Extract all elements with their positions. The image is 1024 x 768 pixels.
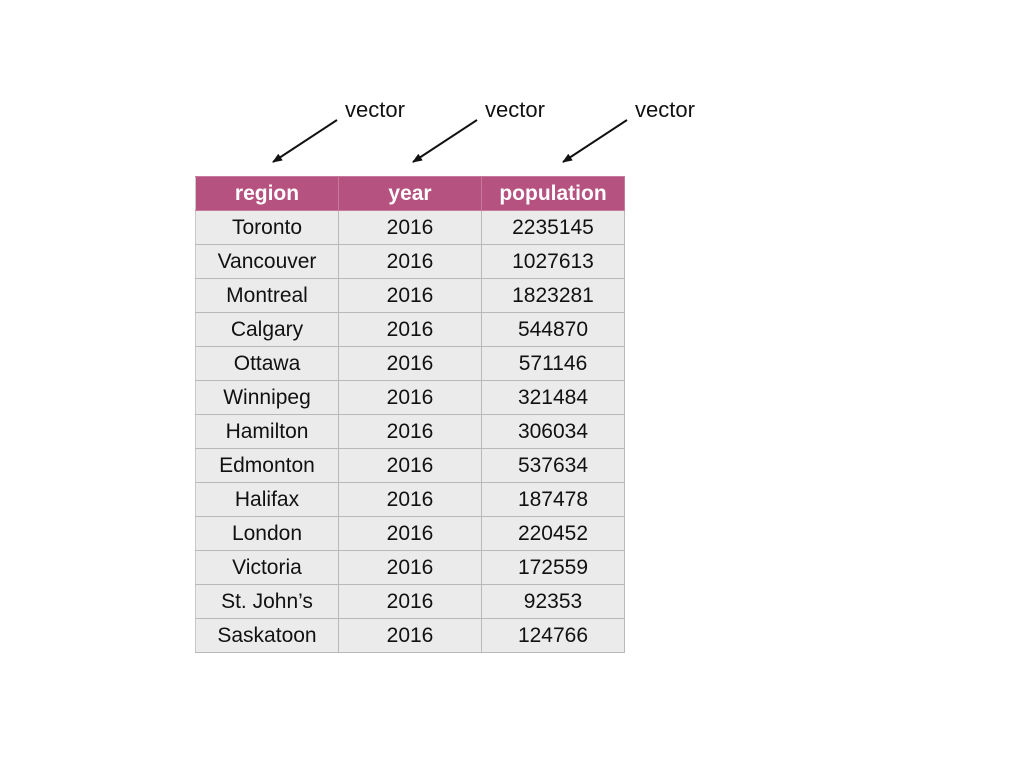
cell-region: Halifax	[195, 482, 339, 517]
cell-year: 2016	[338, 482, 482, 517]
cell-region: Edmonton	[195, 448, 339, 483]
cell-population: 92353	[481, 584, 625, 619]
column-header-year: year	[338, 176, 482, 211]
table-row: Toronto 2016 2235145	[195, 210, 625, 245]
cell-population: 571146	[481, 346, 625, 381]
vector-label-region: vector	[345, 97, 405, 122]
cell-year: 2016	[338, 346, 482, 381]
table-row: Winnipeg 2016 321484	[195, 380, 625, 415]
cell-population: 2235145	[481, 210, 625, 245]
cell-region: Vancouver	[195, 244, 339, 279]
table-row: Victoria 2016 172559	[195, 550, 625, 585]
cell-population: 306034	[481, 414, 625, 449]
cell-year: 2016	[338, 448, 482, 483]
cell-region: Montreal	[195, 278, 339, 313]
table-row: Hamilton 2016 306034	[195, 414, 625, 449]
cell-region: Saskatoon	[195, 618, 339, 653]
cell-population: 124766	[481, 618, 625, 653]
cell-year: 2016	[338, 550, 482, 585]
arrow-to-year-column	[412, 119, 478, 163]
column-header-region: region	[195, 176, 339, 211]
data-table-container: region year population Toronto 2016 2235…	[195, 176, 625, 653]
vector-label-year: vector	[485, 97, 545, 122]
cell-year: 2016	[338, 618, 482, 653]
cell-population: 220452	[481, 516, 625, 551]
cell-population: 1027613	[481, 244, 625, 279]
cell-region: St. John’s	[195, 584, 339, 619]
cell-region: London	[195, 516, 339, 551]
cell-region: Ottawa	[195, 346, 339, 381]
vector-label-population: vector	[635, 97, 695, 122]
cell-population: 321484	[481, 380, 625, 415]
cell-year: 2016	[338, 312, 482, 347]
cell-population: 537634	[481, 448, 625, 483]
cell-region: Hamilton	[195, 414, 339, 449]
table-row: Calgary 2016 544870	[195, 312, 625, 347]
table-row: St. John’s 2016 92353	[195, 584, 625, 619]
cell-year: 2016	[338, 584, 482, 619]
cell-population: 544870	[481, 312, 625, 347]
cell-year: 2016	[338, 380, 482, 415]
cell-year: 2016	[338, 516, 482, 551]
cell-population: 1823281	[481, 278, 625, 313]
table-header-row: region year population	[195, 176, 625, 211]
cell-population: 172559	[481, 550, 625, 585]
cell-region: Victoria	[195, 550, 339, 585]
cell-year: 2016	[338, 244, 482, 279]
arrow-to-region-column	[272, 119, 338, 163]
cell-region: Winnipeg	[195, 380, 339, 415]
column-header-population: population	[481, 176, 625, 211]
table-row: Ottawa 2016 571146	[195, 346, 625, 381]
table-row: Saskatoon 2016 124766	[195, 618, 625, 653]
table-row: Montreal 2016 1823281	[195, 278, 625, 313]
table-row: Vancouver 2016 1027613	[195, 244, 625, 279]
cell-year: 2016	[338, 210, 482, 245]
arrow-to-population-column	[562, 119, 628, 163]
cell-region: Calgary	[195, 312, 339, 347]
table-row: London 2016 220452	[195, 516, 625, 551]
table-row: Edmonton 2016 537634	[195, 448, 625, 483]
population-table: region year population Toronto 2016 2235…	[195, 176, 625, 653]
table-row: Halifax 2016 187478	[195, 482, 625, 517]
cell-region: Toronto	[195, 210, 339, 245]
cell-year: 2016	[338, 414, 482, 449]
cell-year: 2016	[338, 278, 482, 313]
cell-population: 187478	[481, 482, 625, 517]
